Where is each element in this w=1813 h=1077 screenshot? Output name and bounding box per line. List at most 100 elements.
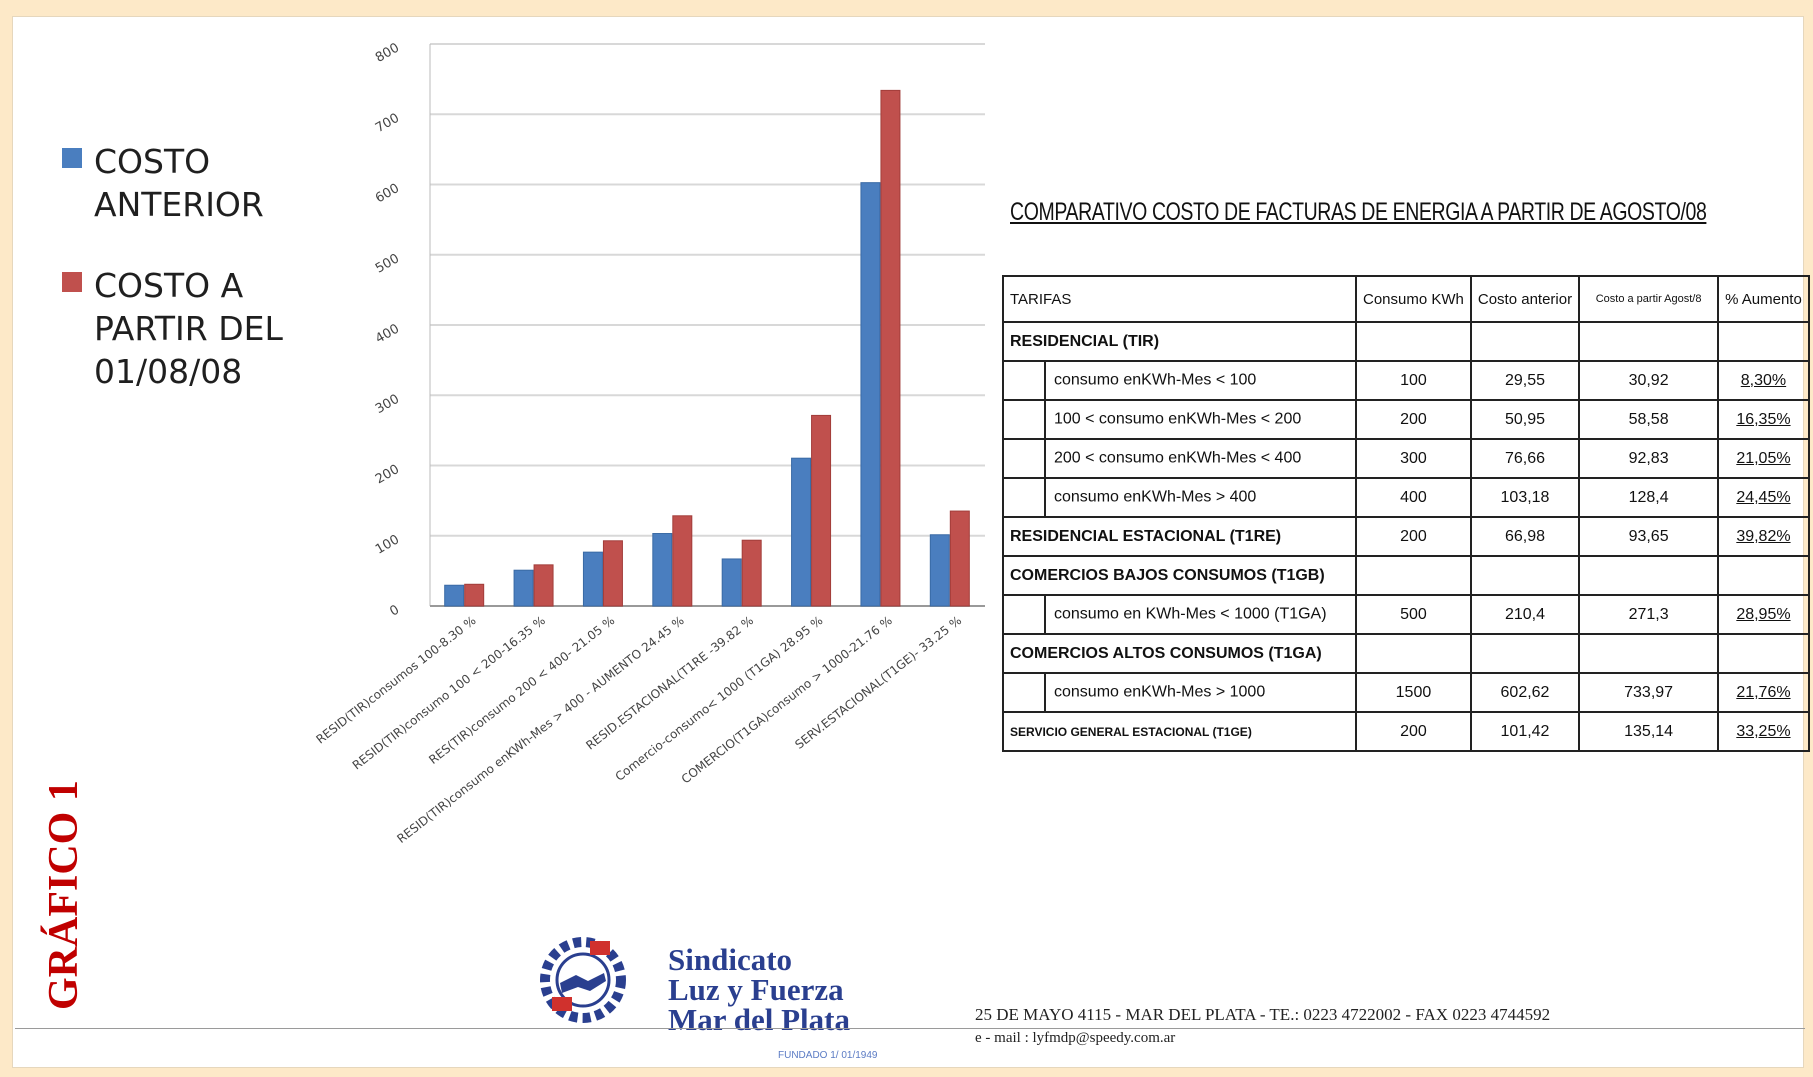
y-tick-label: 600 [373, 181, 402, 206]
bar-costo-nuevo [949, 510, 970, 607]
table-cell-consumo [1355, 321, 1472, 362]
table-cell-consumo [1355, 633, 1472, 674]
table-cell-label: consumo enKWh-Mes > 1000 [1002, 672, 1357, 713]
y-tick-label: 100 [373, 532, 402, 557]
y-tick-label: 800 [373, 40, 402, 65]
bar-costo-anterior [582, 551, 603, 607]
table-group-row: SERVICIO GENERAL ESTACIONAL (T1GE) 200 101… [1002, 711, 1810, 752]
org-name-line: Mar del Plata [668, 1002, 850, 1037]
table-cell-nuevo [1578, 633, 1720, 674]
bar-costo-nuevo [464, 583, 485, 607]
table-group-row: RESIDENCIAL (TIR) [1002, 321, 1810, 362]
table-cell-anterior: 76,66 [1469, 438, 1581, 479]
table-cell-aumento: 16,35% [1717, 399, 1810, 440]
table-cell-aumento: 21,76% [1717, 672, 1810, 713]
table-cell-nuevo: 271,3 [1578, 594, 1720, 635]
table-body: RESIDENCIAL (TIR) consumo enKWh-Mes < 100… [1002, 321, 1810, 752]
table-row: consumo enKWh-Mes > 1000 1500 602,62 733,97… [1002, 672, 1810, 713]
table-cell-aumento [1717, 555, 1810, 596]
table-cell-anterior: 103,18 [1469, 477, 1581, 518]
table-header-row: TARIFAS Consumo KWh Costo anterior Costo… [1002, 275, 1810, 323]
table-cell-anterior: 66,98 [1469, 516, 1581, 557]
table-cell-aumento: 33,25% [1717, 711, 1810, 752]
table-cell-aumento: 21,05% [1717, 438, 1810, 479]
row-label: consumo enKWh-Mes > 400 [1054, 488, 1257, 506]
row-label: COMERCIOS BAJOS CONSUMOS (T1GB) [1010, 566, 1325, 584]
y-tick-label: 700 [373, 111, 402, 136]
row-label: consumo enKWh-Mes > 1000 [1054, 683, 1266, 701]
table-cell-anterior: 50,95 [1469, 399, 1581, 440]
table-cell-consumo: 200 [1355, 711, 1472, 752]
table-group-row: RESIDENCIAL ESTACIONAL (T1RE) 200 66,98 93,… [1002, 516, 1810, 557]
table-cell-aumento: 8,30% [1717, 360, 1810, 401]
row-label: 200 < consumo enKWh-Mes < 400 [1054, 449, 1302, 467]
bar-costo-anterior [513, 569, 534, 607]
table-cell-nuevo: 93,65 [1578, 516, 1720, 557]
table-cell-label: 200 < consumo enKWh-Mes < 400 [1002, 438, 1357, 479]
legend-item-costo-anterior: COSTO ANTERIOR [62, 140, 324, 226]
table-cell-consumo [1355, 555, 1472, 596]
tariff-comparison-table: TARIFAS Consumo KWh Costo anterior Costo… [1002, 275, 1810, 752]
table-cell-consumo: 300 [1355, 438, 1472, 479]
header-costo-anterior: Costo anterior [1469, 275, 1581, 323]
table-cell-label: consumo en KWh-Mes < 1000 (T1GA) [1002, 594, 1357, 635]
table-cell-label: 100 < consumo enKWh-Mes < 200 [1002, 399, 1357, 440]
table-cell-nuevo: 30,92 [1578, 360, 1720, 401]
indent-cell [1005, 675, 1046, 710]
org-name: Sindicato Luz y Fuerza Mar del Plata [668, 944, 850, 1037]
table-row: 200 < consumo enKWh-Mes < 400 300 76,66 92,… [1002, 438, 1810, 479]
bar-costo-anterior [791, 457, 812, 607]
table-cell-anterior [1469, 555, 1581, 596]
table-cell-anterior: 602,62 [1469, 672, 1581, 713]
row-label: consumo en KWh-Mes < 1000 (T1GA) [1054, 605, 1327, 623]
table-cell-consumo: 500 [1355, 594, 1472, 635]
row-label: RESIDENCIAL (TIR) [1010, 332, 1160, 350]
bar-costo-nuevo [741, 539, 762, 607]
table-cell-nuevo: 58,58 [1578, 399, 1720, 440]
chart-legend: COSTO ANTERIOR COSTO A PARTIR DEL 01/08/… [62, 140, 324, 431]
row-label: COMERCIOS ALTOS CONSUMOS (T1GA) [1010, 644, 1322, 662]
table-cell-anterior: 210,4 [1469, 594, 1581, 635]
bar-costo-anterior [444, 584, 465, 607]
header-costo-nuevo: Costo a partir Agost/8 [1578, 275, 1720, 323]
legend-item-costo-nuevo: COSTO A PARTIR DEL 01/08/08 [62, 264, 324, 393]
table-cell-label: consumo enKWh-Mes < 100 [1002, 360, 1357, 401]
table-row: consumo enKWh-Mes < 100 100 29,55 30,92 8,30… [1002, 360, 1810, 401]
legend-label: COSTO ANTERIOR [94, 142, 264, 224]
table-cell-aumento: 39,82% [1717, 516, 1810, 557]
table-row: consumo enKWh-Mes > 400 400 103,18 128,4 24,… [1002, 477, 1810, 518]
table-cell-nuevo: 135,14 [1578, 711, 1720, 752]
table-cell-nuevo [1578, 321, 1720, 362]
address-line: 25 DE MAYO 4115 - MAR DEL PLATA - TE.: 0… [975, 1005, 1551, 1024]
union-logo [540, 937, 626, 1023]
table-cell-consumo: 200 [1355, 516, 1472, 557]
bar-costo-nuevo [880, 89, 901, 607]
table-cell-label: COMERCIOS BAJOS CONSUMOS (T1GB) [1002, 555, 1357, 596]
table-cell-nuevo: 128,4 [1578, 477, 1720, 518]
header-aumento: % Aumento [1717, 275, 1810, 323]
table-cell-label: RESIDENCIAL ESTACIONAL (T1RE) [1002, 516, 1357, 557]
table-row: consumo en KWh-Mes < 1000 (T1GA) 500 210,4… [1002, 594, 1810, 635]
table-cell-aumento [1717, 321, 1810, 362]
y-tick-label: 500 [373, 251, 402, 276]
table-cell-label: RESIDENCIAL (TIR) [1002, 321, 1357, 362]
table-cell-nuevo: 92,83 [1578, 438, 1720, 479]
table-cell-anterior [1469, 321, 1581, 362]
bar-costo-nuevo [533, 564, 554, 607]
y-tick-label: 300 [373, 392, 402, 417]
table-cell-nuevo [1578, 555, 1720, 596]
row-label: RESIDENCIAL ESTACIONAL (T1RE) [1010, 527, 1282, 545]
table-cell-label: SERVICIO GENERAL ESTACIONAL (T1GE) [1002, 711, 1357, 752]
legend-swatch-red [62, 272, 82, 292]
bar-costo-nuevo [602, 540, 623, 607]
table-cell-consumo: 1500 [1355, 672, 1472, 713]
table-title: COMPARATIVO COSTO DE FACTURAS DE ENERGIA… [1010, 198, 1707, 226]
y-tick-label: 200 [373, 462, 402, 487]
table-cell-anterior: 29,55 [1469, 360, 1581, 401]
indent-cell [1005, 597, 1046, 632]
header-consumo: Consumo KWh [1355, 275, 1472, 323]
table-cell-anterior [1469, 633, 1581, 674]
table-cell-consumo: 400 [1355, 477, 1472, 518]
bar-costo-nuevo [811, 414, 832, 607]
